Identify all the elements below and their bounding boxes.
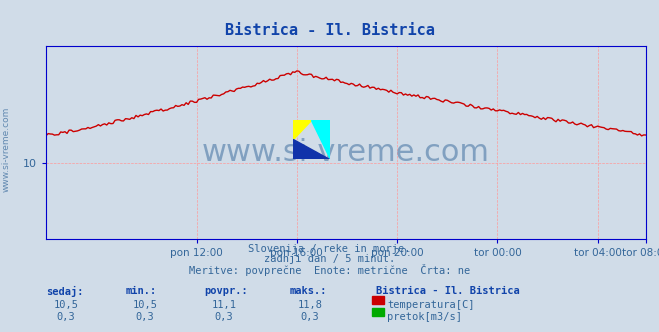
Text: 0,3: 0,3 xyxy=(136,312,154,322)
Text: www.si-vreme.com: www.si-vreme.com xyxy=(2,107,11,192)
Bar xyxy=(372,296,384,304)
Text: Meritve: povprečne  Enote: metrične  Črta: ne: Meritve: povprečne Enote: metrične Črta:… xyxy=(189,264,470,276)
Text: 10,5: 10,5 xyxy=(132,300,158,310)
Text: maks.:: maks.: xyxy=(290,286,328,295)
Text: Slovenija / reke in morje.: Slovenija / reke in morje. xyxy=(248,244,411,254)
Text: 0,3: 0,3 xyxy=(57,312,75,322)
Text: www.si-vreme.com: www.si-vreme.com xyxy=(202,138,490,167)
Text: temperatura[C]: temperatura[C] xyxy=(387,300,475,310)
Text: Bistrica - Il. Bistrica: Bistrica - Il. Bistrica xyxy=(225,23,434,38)
Text: pretok[m3/s]: pretok[m3/s] xyxy=(387,312,463,322)
Text: Bistrica - Il. Bistrica: Bistrica - Il. Bistrica xyxy=(376,286,519,295)
Text: 11,1: 11,1 xyxy=(212,300,237,310)
Bar xyxy=(372,308,384,316)
Text: 0,3: 0,3 xyxy=(215,312,233,322)
Text: 11,8: 11,8 xyxy=(297,300,322,310)
Polygon shape xyxy=(293,120,312,139)
Polygon shape xyxy=(312,120,330,159)
Text: povpr.:: povpr.: xyxy=(204,286,248,295)
Polygon shape xyxy=(293,139,330,159)
Text: 10,5: 10,5 xyxy=(53,300,78,310)
Text: zadnji dan / 5 minut.: zadnji dan / 5 minut. xyxy=(264,254,395,264)
Text: 0,3: 0,3 xyxy=(301,312,319,322)
Text: sedaj:: sedaj: xyxy=(46,286,84,296)
Text: min.:: min.: xyxy=(125,286,156,295)
